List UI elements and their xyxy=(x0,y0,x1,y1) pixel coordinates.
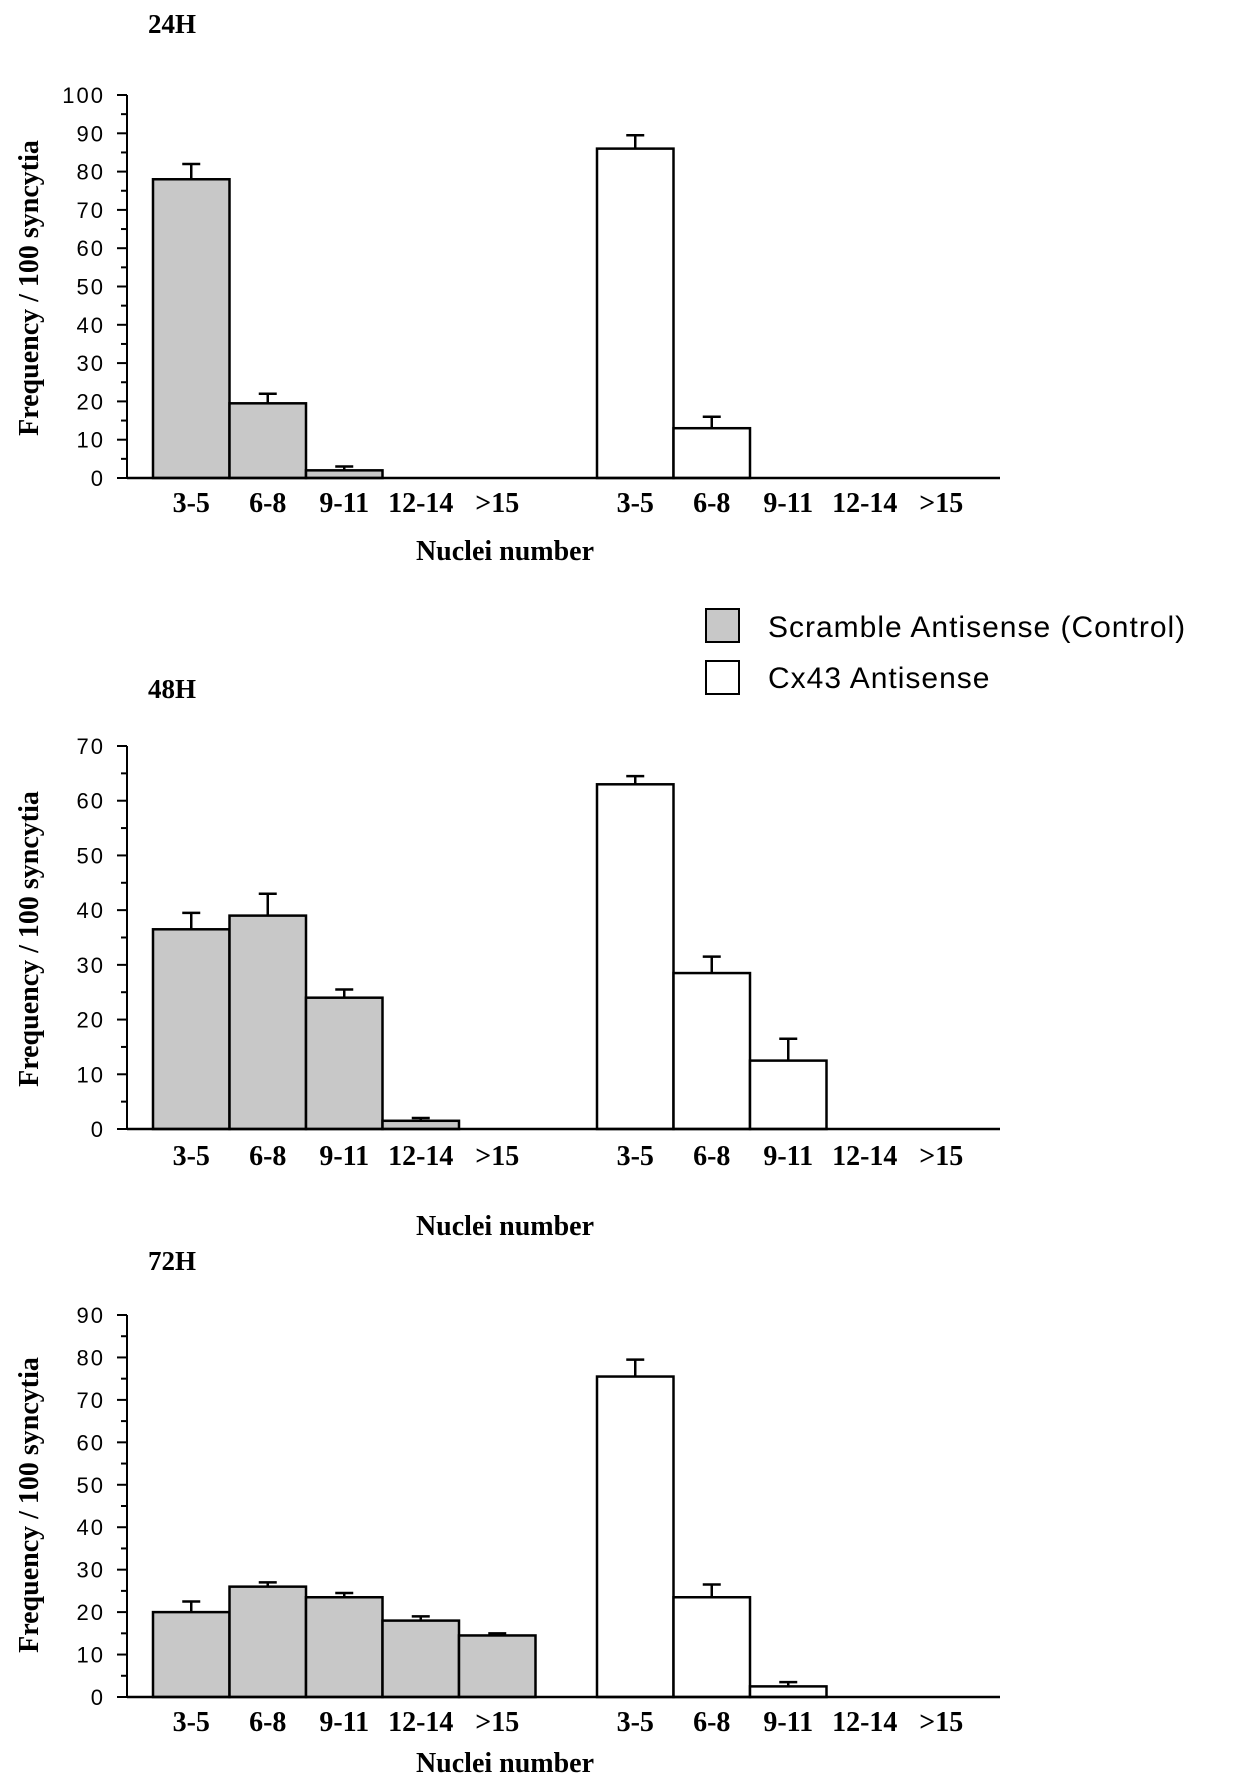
bar xyxy=(151,928,231,1131)
x-tick-label: >15 xyxy=(475,1141,519,1172)
y-tick-label: 70 xyxy=(77,1388,105,1413)
x-tick-label: 9-11 xyxy=(763,1707,813,1738)
panel-24h: 24H Frequency / 100 syncytia Nuclei numb… xyxy=(14,9,1000,567)
x-tick-label: 9-11 xyxy=(319,1707,369,1738)
y-tick-label: 100 xyxy=(62,83,105,108)
y-tick-label: 30 xyxy=(77,953,105,978)
bar xyxy=(151,1610,231,1699)
y-tick-label: 10 xyxy=(77,428,105,453)
x-tick-label: 3-5 xyxy=(617,1141,654,1172)
bar xyxy=(595,1375,675,1699)
x-tick-label: 6-8 xyxy=(693,1141,730,1172)
bar xyxy=(672,971,752,1131)
x-tick-label: 9-11 xyxy=(319,1141,369,1172)
x-axis-label: Nuclei number xyxy=(416,536,594,567)
x-tick-label: 12-14 xyxy=(388,1707,453,1738)
x-tick-label: 6-8 xyxy=(249,488,286,519)
legend-label-cx43: Cx43 Antisense xyxy=(768,662,990,695)
bar xyxy=(672,426,752,480)
y-tick-label: 20 xyxy=(77,1600,105,1625)
y-tick-label: 70 xyxy=(77,198,105,223)
bar xyxy=(228,914,308,1131)
bar xyxy=(228,1585,308,1699)
x-tick-label: 6-8 xyxy=(249,1707,286,1738)
bar xyxy=(151,178,231,480)
legend: Scramble Antisense (Control) Cx43 Antise… xyxy=(705,608,1186,695)
legend-swatch-scramble xyxy=(705,608,740,643)
bar xyxy=(672,1596,752,1699)
bar xyxy=(748,1685,828,1699)
y-tick-label: 20 xyxy=(77,1008,105,1033)
x-tick-label: >15 xyxy=(919,488,963,519)
bar xyxy=(304,1596,384,1699)
x-tick-label: 12-14 xyxy=(388,1141,453,1172)
y-tick-label: 10 xyxy=(77,1643,105,1668)
y-tick-label: 20 xyxy=(77,389,105,414)
x-tick-label: 3-5 xyxy=(173,1141,210,1172)
x-tick-label: 3-5 xyxy=(173,1707,210,1738)
y-tick-label: 40 xyxy=(77,1515,105,1540)
x-tick-label: >15 xyxy=(475,1707,519,1738)
y-tick-label: 80 xyxy=(77,1345,105,1370)
bar xyxy=(304,996,384,1131)
y-axis-label: Frequency / 100 syncytia xyxy=(14,791,45,1087)
x-tick-label: 6-8 xyxy=(693,1707,730,1738)
y-tick-label: 40 xyxy=(77,898,105,923)
y-tick-label: 30 xyxy=(77,1558,105,1583)
y-tick-label: 50 xyxy=(77,1473,105,1498)
bar xyxy=(457,1634,537,1699)
x-tick-label: 9-11 xyxy=(763,1141,813,1172)
panel-title: 48H xyxy=(148,674,196,704)
y-tick-label: 50 xyxy=(77,275,105,300)
bar xyxy=(595,147,675,480)
y-tick-label: 90 xyxy=(77,121,105,146)
panel-title: 72H xyxy=(148,1246,196,1276)
plot-area: 0 10 20 30 40 50 60 70 80 90 3-5 6-8 9-11 12-14 >15 3-5… xyxy=(77,1303,1000,1738)
bar xyxy=(748,1059,828,1131)
y-tick-label: 0 xyxy=(91,1117,105,1142)
x-tick-label: 12-14 xyxy=(832,1141,897,1172)
legend-label-scramble: Scramble Antisense (Control) xyxy=(768,611,1186,644)
y-axis-label: Frequency / 100 syncytia xyxy=(14,140,45,436)
plot-area: 0 10 20 30 40 50 60 70 80 90 100 3-5 6-8 9-11 12-14 >15… xyxy=(62,83,1000,519)
y-tick-label: 60 xyxy=(77,789,105,814)
y-tick-label: 70 xyxy=(77,734,105,759)
y-tick-label: 90 xyxy=(77,1303,105,1328)
x-tick-label: 3-5 xyxy=(617,1707,654,1738)
y-tick-label: 0 xyxy=(91,1685,105,1710)
x-tick-label: >15 xyxy=(919,1141,963,1172)
x-tick-label: 6-8 xyxy=(693,488,730,519)
y-tick-label: 0 xyxy=(91,466,105,491)
legend-swatch-cx43 xyxy=(705,660,740,695)
x-tick-label: 3-5 xyxy=(617,488,654,519)
x-tick-label: 12-14 xyxy=(832,488,897,519)
bar xyxy=(228,402,308,480)
y-tick-label: 40 xyxy=(77,313,105,338)
bar xyxy=(381,1619,461,1699)
x-tick-label: 9-11 xyxy=(763,488,813,519)
x-tick-label: >15 xyxy=(475,488,519,519)
x-tick-label: 12-14 xyxy=(388,488,453,519)
panel-72h: 72H Frequency / 100 syncytia Nuclei numb… xyxy=(14,1246,1000,1778)
panel-title: 24H xyxy=(148,9,196,39)
y-axis-label: Frequency / 100 syncytia xyxy=(14,1357,45,1653)
x-axis-label: Nuclei number xyxy=(416,1211,594,1242)
x-axis-label: Nuclei number xyxy=(416,1748,594,1778)
y-tick-label: 60 xyxy=(77,1430,105,1455)
y-tick-label: 50 xyxy=(77,843,105,868)
y-tick-label: 60 xyxy=(77,236,105,261)
x-tick-label: 3-5 xyxy=(173,488,210,519)
bar xyxy=(595,783,675,1131)
y-tick-label: 10 xyxy=(77,1062,105,1087)
plot-area: 0 10 20 30 40 50 60 70 3-5 6-8 9-11 12-14 >15 3-5 6-8 9… xyxy=(77,734,1000,1172)
x-tick-label: 6-8 xyxy=(249,1141,286,1172)
x-tick-label: >15 xyxy=(919,1707,963,1738)
y-tick-label: 30 xyxy=(77,351,105,376)
x-tick-label: 12-14 xyxy=(832,1707,897,1738)
panel-48h: 48H Frequency / 100 syncytia Nuclei numb… xyxy=(14,674,1000,1242)
x-tick-label: 9-11 xyxy=(319,488,369,519)
y-tick-label: 80 xyxy=(77,160,105,185)
